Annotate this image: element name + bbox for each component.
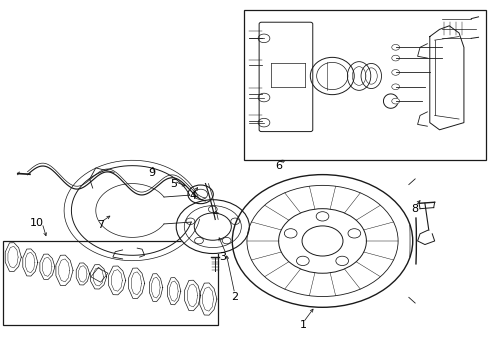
Text: 5: 5 — [170, 179, 177, 189]
Bar — [244, 10, 485, 160]
Text: 2: 2 — [231, 292, 238, 302]
Circle shape — [232, 175, 412, 307]
Text: 9: 9 — [148, 168, 155, 178]
FancyBboxPatch shape — [259, 22, 312, 132]
Circle shape — [176, 200, 249, 253]
Text: 3: 3 — [219, 252, 225, 262]
Bar — [3, 241, 217, 325]
Text: 4: 4 — [189, 191, 197, 201]
Text: 6: 6 — [275, 161, 282, 171]
Text: 10: 10 — [30, 218, 44, 228]
Text: 8: 8 — [411, 204, 418, 214]
Text: 7: 7 — [97, 220, 104, 230]
Text: 1: 1 — [299, 320, 306, 330]
